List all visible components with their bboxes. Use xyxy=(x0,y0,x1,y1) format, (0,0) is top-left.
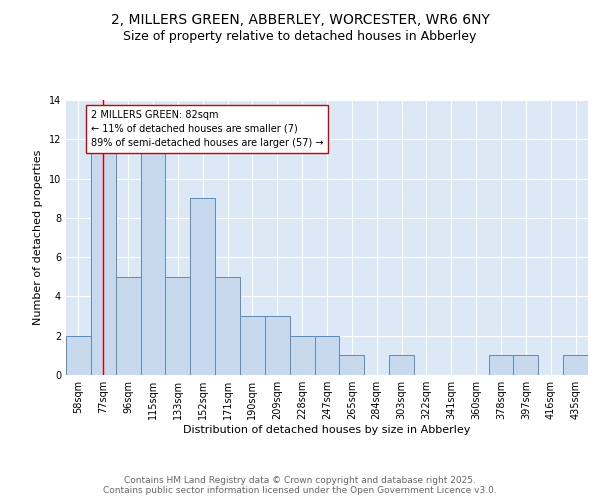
Bar xyxy=(140,140,166,375)
Bar xyxy=(314,336,340,375)
Bar xyxy=(340,356,364,375)
Bar xyxy=(215,277,240,375)
Text: 2 MILLERS GREEN: 82sqm
← 11% of detached houses are smaller (7)
89% of semi-deta: 2 MILLERS GREEN: 82sqm ← 11% of detached… xyxy=(91,110,323,148)
Bar xyxy=(389,356,414,375)
Text: 2, MILLERS GREEN, ABBERLEY, WORCESTER, WR6 6NY: 2, MILLERS GREEN, ABBERLEY, WORCESTER, W… xyxy=(110,12,490,26)
Bar xyxy=(563,356,588,375)
Bar xyxy=(240,316,265,375)
Bar xyxy=(265,316,290,375)
X-axis label: Distribution of detached houses by size in Abberley: Distribution of detached houses by size … xyxy=(184,425,470,435)
Bar xyxy=(514,356,538,375)
Text: Size of property relative to detached houses in Abberley: Size of property relative to detached ho… xyxy=(124,30,476,43)
Bar xyxy=(488,356,514,375)
Bar xyxy=(66,336,91,375)
Bar xyxy=(116,277,140,375)
Bar xyxy=(290,336,314,375)
Bar xyxy=(190,198,215,375)
Y-axis label: Number of detached properties: Number of detached properties xyxy=(33,150,43,325)
Bar xyxy=(166,277,190,375)
Text: Contains HM Land Registry data © Crown copyright and database right 2025.
Contai: Contains HM Land Registry data © Crown c… xyxy=(103,476,497,495)
Bar xyxy=(91,140,116,375)
